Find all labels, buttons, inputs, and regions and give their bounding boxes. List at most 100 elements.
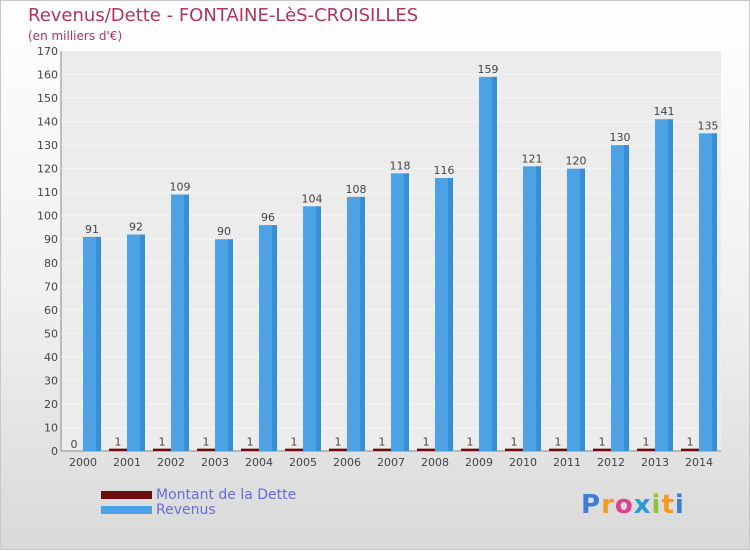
revenus-value-label: 92 — [129, 221, 143, 234]
x-tick-label: 2004 — [245, 456, 273, 469]
revenus-value-label: 116 — [434, 164, 455, 177]
x-tick-label: 2002 — [157, 456, 185, 469]
revenus-value-label: 108 — [346, 183, 367, 196]
y-tick-label: 40 — [44, 351, 58, 364]
dette-bar — [417, 448, 435, 451]
revenus-bar-shade — [624, 145, 629, 451]
dette-value-label: 1 — [159, 436, 166, 449]
y-tick-label: 50 — [44, 327, 58, 340]
logo-letter: t — [661, 490, 675, 520]
dette-value-label: 1 — [643, 436, 650, 449]
dette-value-label: 1 — [555, 436, 562, 449]
revenus-value-label: 121 — [522, 152, 543, 165]
x-tick-label: 2011 — [553, 456, 581, 469]
dette-value-label: 0 — [71, 438, 78, 451]
revenus-bar-shade — [668, 119, 673, 451]
logo-letter: i — [674, 490, 685, 520]
revenus-bar-shade — [140, 234, 145, 451]
y-tick-label: 110 — [37, 186, 58, 199]
proxiti-logo: Proxiti — [581, 490, 685, 520]
revenus-value-label: 159 — [478, 63, 499, 76]
dette-bar — [285, 448, 303, 451]
revenus-value-label: 118 — [390, 159, 411, 172]
x-tick-label: 2014 — [685, 456, 713, 469]
y-tick-label: 170 — [37, 45, 58, 58]
logo-letter: i — [651, 490, 662, 520]
x-tick-label: 2006 — [333, 456, 361, 469]
revenus-value-label: 120 — [566, 155, 587, 168]
legend-item-dette: Montant de la Dette — [101, 486, 297, 503]
legend-label-revenus: Revenus — [156, 501, 216, 518]
dette-value-label: 1 — [687, 436, 694, 449]
x-tick-label: 2012 — [597, 456, 625, 469]
dette-value-label: 1 — [599, 436, 606, 449]
dette-value-label: 1 — [291, 436, 298, 449]
dette-bar — [329, 448, 347, 451]
revenus-bar-shade — [272, 225, 277, 451]
x-tick-label: 2005 — [289, 456, 317, 469]
revenus-value-label: 104 — [302, 192, 323, 205]
revenus-value-label: 109 — [170, 181, 191, 194]
y-tick-label: 160 — [37, 69, 58, 82]
dette-bar — [197, 448, 215, 451]
dette-value-label: 1 — [511, 436, 518, 449]
dette-bar — [241, 448, 259, 451]
x-tick-label: 2013 — [641, 456, 669, 469]
y-tick-label: 70 — [44, 280, 58, 293]
dette-value-label: 1 — [423, 436, 430, 449]
dette-value-label: 1 — [247, 436, 254, 449]
revenus-bar-shade — [448, 178, 453, 451]
revenus-value-label: 141 — [654, 105, 675, 118]
revenus-value-label: 90 — [217, 225, 231, 238]
logo-letter: r — [601, 490, 615, 520]
chart-subtitle: (en milliers d'€) — [28, 29, 123, 43]
y-tick-label: 150 — [37, 92, 58, 105]
y-tick-label: 20 — [44, 398, 58, 411]
y-tick-label: 130 — [37, 139, 58, 152]
y-tick-label: 90 — [44, 233, 58, 246]
revenus-bar-shade — [228, 239, 233, 451]
x-tick-label: 2008 — [421, 456, 449, 469]
revenus-value-label: 91 — [85, 223, 99, 236]
logo-letter: o — [614, 490, 634, 520]
legend-swatch-revenus — [101, 505, 152, 514]
x-tick-label: 2003 — [201, 456, 229, 469]
x-tick-label: 2000 — [69, 456, 97, 469]
dette-bar — [637, 448, 655, 451]
revenus-bar-shade — [96, 236, 101, 451]
revenus-value-label: 96 — [261, 211, 275, 224]
dette-value-label: 1 — [379, 436, 386, 449]
revenus-value-label: 135 — [698, 119, 719, 132]
dette-value-label: 1 — [203, 436, 210, 449]
revenus-value-label: 130 — [610, 131, 631, 144]
revenus-bar-shade — [580, 168, 585, 451]
revenus-bar-shade — [492, 76, 497, 451]
dette-bar — [153, 448, 171, 451]
x-tick-label: 2007 — [377, 456, 405, 469]
legend-swatch-dette — [101, 490, 152, 499]
y-tick-label: 30 — [44, 374, 58, 387]
x-tick-label: 2001 — [113, 456, 141, 469]
revenus-bar-shade — [404, 173, 409, 451]
logo-letter: x — [633, 490, 652, 520]
y-tick-label: 140 — [37, 116, 58, 129]
legend: Montant de la Dette Revenus — [101, 486, 297, 518]
dette-value-label: 1 — [335, 436, 342, 449]
revenus-bar-shade — [712, 133, 717, 451]
y-tick-label: 60 — [44, 304, 58, 317]
dette-bar — [373, 448, 391, 451]
x-tick-label: 2010 — [509, 456, 537, 469]
dette-bar — [109, 448, 127, 451]
revenus-bar-shade — [360, 196, 365, 451]
y-tick-label: 80 — [44, 257, 58, 270]
legend-label-dette: Montant de la Dette — [156, 486, 297, 503]
dette-bar — [681, 448, 699, 451]
chart-title: Revenus/Dette - FONTAINE-LèS-CROISILLES — [28, 5, 419, 26]
revenus-bar-shade — [184, 194, 189, 451]
logo-letter: P — [581, 490, 602, 520]
dette-bar — [505, 448, 523, 451]
dette-bar — [461, 448, 479, 451]
revenus-bar-shade — [316, 206, 321, 451]
